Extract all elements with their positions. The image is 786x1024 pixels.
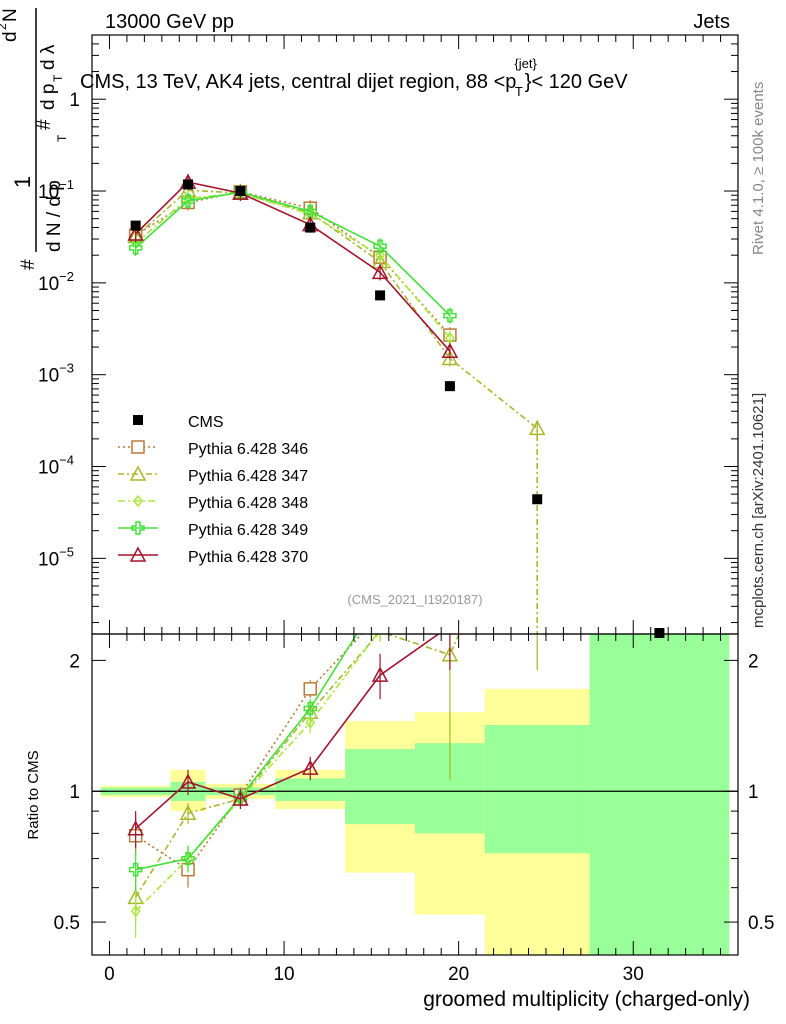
marker-cross <box>303 204 317 219</box>
marker-triangle <box>179 773 197 789</box>
legend-label: Pythia 6.428 348 <box>188 495 308 512</box>
main-panel-frame <box>91 34 739 635</box>
series-line <box>135 190 451 336</box>
ratio-y-axis-label: Ratio to CMS <box>25 750 42 839</box>
marker-filled-square <box>133 415 143 425</box>
marker-diamond <box>375 249 386 262</box>
marker-triangle <box>127 820 144 836</box>
svg-text:1: 1 <box>10 176 35 188</box>
category-label: Jets <box>693 11 730 33</box>
marker-cross <box>181 194 195 208</box>
uncertainty-band-inner <box>275 778 346 801</box>
svg-text:d: d <box>0 31 21 42</box>
energy-label: 13000 GeV pp <box>105 11 234 33</box>
series-line <box>135 181 451 352</box>
y-tick-label: 10−4 <box>38 453 74 479</box>
ratio-y-tick-label-right: 1 <box>748 782 759 803</box>
ratio-line <box>135 634 358 871</box>
svg-text:T: T <box>55 134 69 142</box>
svg-text:#: # <box>34 119 55 130</box>
ratio-y-tick-label-right: 0.5 <box>748 913 774 934</box>
svg-text:2: 2 <box>0 23 9 30</box>
marker-triangle <box>232 790 249 806</box>
marker-filled-square <box>235 186 246 197</box>
svg-text:#: # <box>18 259 39 270</box>
rivet-version-label: Rivet 4.1.0, ≥ 100k events <box>750 82 767 255</box>
marker-filled-square <box>183 179 194 190</box>
legend-label: Pythia 6.428 349 <box>188 522 308 539</box>
marker-square <box>303 682 317 696</box>
uncertainty-band-inner <box>484 725 590 854</box>
main-y-axis-label: # 1 d N / d p T # d 2 N d p T d λ <box>0 8 69 270</box>
svg-text:T: T <box>51 74 65 82</box>
marker-diamond <box>305 716 316 729</box>
marker-triangle <box>528 419 546 436</box>
ratio-panel-frame <box>91 633 739 956</box>
marker-diamond <box>133 494 143 508</box>
plot-title: CMS, 13 TeV, AK4 jets, central dijet reg… <box>80 56 628 99</box>
marker-triangle <box>441 349 459 366</box>
svg-text:d p: d p <box>38 84 59 110</box>
ratio-y-tick-label: 1 <box>69 782 80 803</box>
x-tick-label: 0 <box>104 964 115 985</box>
y-tick-label: 1 <box>69 90 80 111</box>
analysis-id: (CMS_2021_I1920187) <box>347 592 482 607</box>
mcplots-reference-label: mcplots.cern.ch [arXiv:2401.10621] <box>750 393 767 628</box>
legend: CMS Pythia 6.428 346 Pythia 6.428 347 Pythi… <box>118 414 308 566</box>
marker-cross <box>443 308 457 323</box>
marker-triangle <box>129 465 147 481</box>
uncertainty-band-inner <box>589 634 730 955</box>
marker-diamond <box>130 904 141 918</box>
x-tick-label: 30 <box>623 964 644 985</box>
marker-triangle <box>441 342 459 358</box>
marker-triangle <box>129 546 147 562</box>
y-tick-label: 10−1 <box>38 177 74 203</box>
svg-text:d λ: d λ <box>38 44 59 70</box>
ratio-y-tick-label-right: 2 <box>748 651 759 672</box>
marker-triangle <box>127 225 144 241</box>
marker-filled-square <box>305 222 316 233</box>
series-line <box>135 192 451 339</box>
legend-label: Pythia 6.428 346 <box>188 441 308 458</box>
ratio-y-tick-label: 2 <box>69 651 80 672</box>
svg-text:N: N <box>0 8 21 22</box>
ratio-y-tick-label: 0.5 <box>54 913 80 934</box>
ratio-line <box>135 634 440 830</box>
marker-filled-square <box>375 290 386 301</box>
marker-filled-square <box>130 220 141 231</box>
x-tick-label: 10 <box>273 964 294 985</box>
legend-label: Pythia 6.428 347 <box>188 468 308 485</box>
series-line <box>135 189 538 634</box>
marker-triangle <box>371 666 389 682</box>
svg-text:d N / d p: d N / d p <box>44 180 65 252</box>
marker-cross <box>303 701 317 716</box>
marker-triangle <box>301 759 319 775</box>
marker-triangle <box>371 263 389 280</box>
marker-cross <box>373 239 387 254</box>
marker-triangle <box>179 804 197 820</box>
x-tick-label: 20 <box>448 964 469 985</box>
marker-cross <box>131 521 145 535</box>
marker-cross <box>128 862 143 877</box>
legend-label: Pythia 6.428 370 <box>188 549 308 566</box>
marker-cross <box>128 241 143 255</box>
marker-filled-square <box>654 628 665 638</box>
uncertainty-band-inner <box>345 749 415 825</box>
marker-square <box>131 440 145 454</box>
marker-filled-square <box>444 381 455 392</box>
y-tick-label: 10−5 <box>38 544 74 570</box>
y-tick-label: 10−3 <box>38 361 74 387</box>
legend-label: CMS <box>188 414 224 431</box>
y-tick-label: 10−2 <box>38 269 74 295</box>
marker-filled-square <box>532 494 543 505</box>
x-axis-label: groomed multiplicity (charged-only) <box>423 988 750 1011</box>
series-line <box>135 191 451 317</box>
marker-cross <box>181 851 195 866</box>
ratio-line <box>135 634 379 912</box>
